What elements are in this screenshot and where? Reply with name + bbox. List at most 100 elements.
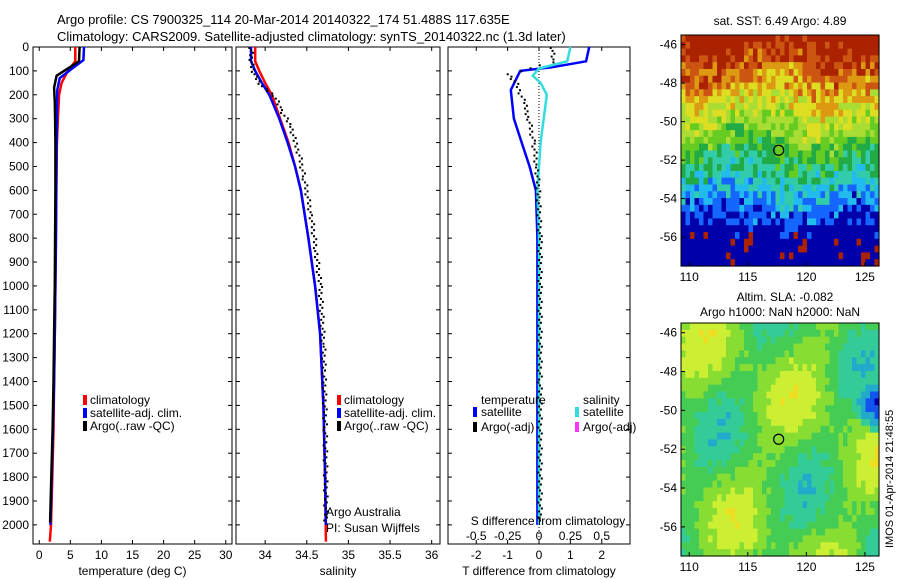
map-cell — [721, 364, 727, 372]
difference-legend: temperature salinity satellite Argo(-adj… — [473, 393, 636, 434]
map-cell — [699, 357, 705, 365]
map-cell — [753, 350, 759, 358]
map-cell — [730, 238, 736, 247]
map-cell — [793, 150, 799, 158]
argo-point — [539, 342, 541, 345]
map-cell — [699, 425, 705, 434]
map-cell — [838, 55, 844, 63]
map-cell — [735, 211, 741, 220]
map-cell — [685, 487, 691, 495]
map-cell — [748, 62, 754, 70]
map-cell — [802, 82, 808, 90]
map-cell — [766, 535, 772, 543]
map-cell — [829, 96, 835, 104]
map-cell — [807, 439, 813, 447]
map-cell — [694, 170, 700, 179]
map-cell — [852, 177, 858, 186]
map-cell — [721, 245, 727, 254]
map-cell — [838, 177, 844, 186]
map-cell — [861, 384, 867, 393]
argo-point — [248, 47, 251, 49]
map-cell — [802, 453, 808, 461]
argo-point — [539, 384, 541, 387]
map-cell — [757, 439, 763, 447]
map-cell — [802, 75, 808, 84]
map-cell — [784, 55, 790, 63]
map-cell — [811, 398, 817, 406]
map-cell — [757, 130, 763, 138]
map-cell — [847, 412, 853, 420]
map-cell — [874, 501, 880, 509]
map-cell — [775, 68, 781, 77]
argo-point — [323, 426, 326, 429]
map-cell — [820, 198, 826, 206]
map-cell — [784, 68, 790, 77]
map-cell — [757, 136, 763, 145]
map-cell — [816, 425, 822, 434]
map-cell — [829, 473, 835, 482]
map-cell — [780, 245, 786, 254]
map-cell — [825, 170, 831, 179]
argo-point — [322, 381, 325, 384]
map-cell — [793, 473, 799, 482]
map-cell — [708, 501, 714, 509]
map-cell — [721, 116, 727, 124]
map-cell — [843, 150, 849, 158]
map-cell — [811, 549, 817, 557]
map-cell — [825, 323, 831, 331]
map-cell — [730, 55, 736, 63]
map-cell — [681, 245, 687, 254]
map-cell — [874, 89, 880, 97]
map-cell — [766, 123, 772, 131]
map-cell — [852, 535, 858, 543]
map-cell — [811, 384, 817, 393]
argo-point — [523, 98, 526, 101]
map-cell — [766, 329, 772, 338]
argo-point — [271, 92, 274, 95]
map-cell — [870, 508, 876, 516]
map-cell — [717, 521, 723, 530]
map-cell — [834, 473, 840, 482]
map-cell — [852, 82, 858, 90]
map-cell — [861, 55, 867, 63]
map-cell — [852, 439, 858, 447]
map-cell — [834, 164, 840, 172]
map-cell — [780, 549, 786, 557]
argo-point — [281, 109, 284, 112]
map-cell — [721, 48, 727, 56]
map-cell — [807, 259, 813, 267]
argo-point — [537, 324, 540, 327]
map-cell — [744, 225, 750, 233]
map-cell — [834, 384, 840, 393]
map-cell — [703, 130, 709, 138]
map-cell — [735, 143, 741, 152]
map-cell — [847, 109, 853, 118]
map-cell — [825, 48, 831, 56]
map-cell — [757, 170, 763, 179]
map-cell — [874, 357, 880, 365]
map-cell — [690, 75, 696, 84]
map-cell — [802, 48, 808, 56]
map-cell — [739, 259, 745, 267]
map-cell — [685, 528, 691, 537]
map-cell — [789, 466, 795, 475]
map-cell — [798, 487, 804, 495]
map-cell — [829, 191, 835, 199]
map-cell — [780, 238, 786, 247]
map-y-tick-label: -46 — [660, 326, 678, 340]
map-cell — [829, 150, 835, 158]
map-cell — [820, 143, 826, 152]
map-cell — [744, 232, 750, 240]
argo-point — [539, 276, 542, 279]
map-cell — [856, 350, 862, 358]
map-cell — [793, 218, 799, 226]
x-axis-label: temperature (deg C) — [78, 564, 186, 578]
map-cell — [762, 549, 768, 557]
map-cell — [843, 157, 849, 165]
argo-point — [251, 56, 254, 59]
map-cell — [703, 466, 709, 475]
map-cell — [856, 528, 862, 537]
argo-point — [313, 229, 316, 232]
map-cell — [865, 473, 871, 482]
argo-point — [310, 220, 313, 223]
